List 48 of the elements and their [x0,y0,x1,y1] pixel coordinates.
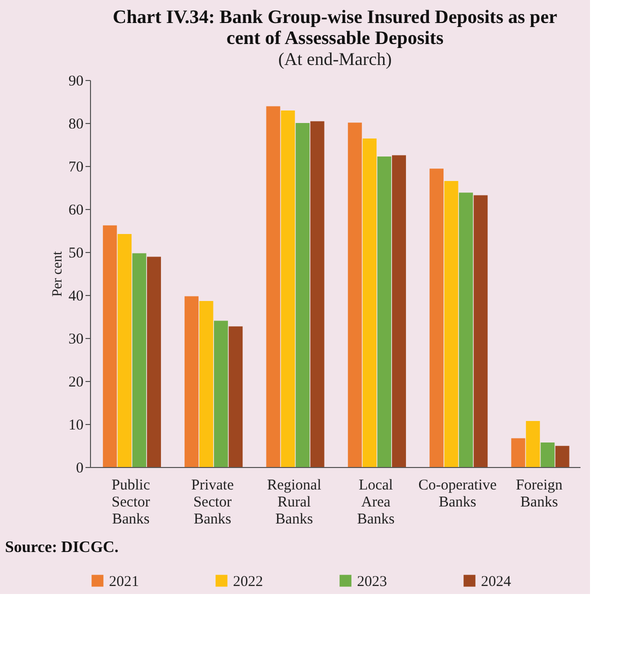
y-tick-label: 10 [68,418,84,434]
y-axis-title: Per cent [50,251,66,297]
bar [511,438,526,467]
x-tick-label: Co-operative Banks [418,478,497,510]
bar [147,256,161,467]
legend-label: 2023 [357,574,387,590]
bar [377,156,392,467]
y-tick-label: 40 [68,288,84,304]
x-tick-label: Local Area Banks [357,478,395,528]
bar [102,225,117,467]
bar [280,110,295,467]
bar [526,420,540,467]
x-tick-label: Private Sector Banks [191,478,234,528]
bar [118,234,132,467]
legend-label: 2024 [481,574,512,590]
x-tick-label: Regional Rural Banks [267,478,322,528]
bar [228,326,243,467]
y-tick-label: 50 [68,246,84,262]
y-tick-label: 60 [68,202,84,218]
chart-title: Chart IV.34: Bank Group-wise Insured Deposits as per cent of Assessable Deposits [112,7,558,49]
x-tick-label: Public Sector Banks [112,478,150,528]
bar [362,138,377,467]
bar [266,106,280,467]
bar [430,168,444,467]
y-tick-label: 0 [76,460,84,476]
y-tick-label: 90 [68,74,84,90]
source-note: Source: DICGC. [5,539,118,556]
y-tick-label: 20 [68,374,84,390]
bar [132,253,146,467]
x-tick-label: Foreign Banks [516,478,563,510]
legend-label: 2022 [233,574,263,590]
bar [474,195,488,467]
bar [555,446,570,467]
bar [348,122,362,467]
chart-subtitle: (At end-March) [278,49,392,69]
bar [458,192,473,467]
bar [444,181,458,467]
y-tick-label: 70 [68,160,84,176]
legend-label: 2021 [109,574,139,590]
y-tick-label: 30 [68,332,84,348]
bar [296,123,310,467]
bar [184,296,199,467]
y-tick-label: 80 [68,116,84,132]
bar [199,301,214,467]
bar [310,121,324,467]
bar [540,442,555,467]
bar [392,155,406,467]
bar [214,320,228,467]
